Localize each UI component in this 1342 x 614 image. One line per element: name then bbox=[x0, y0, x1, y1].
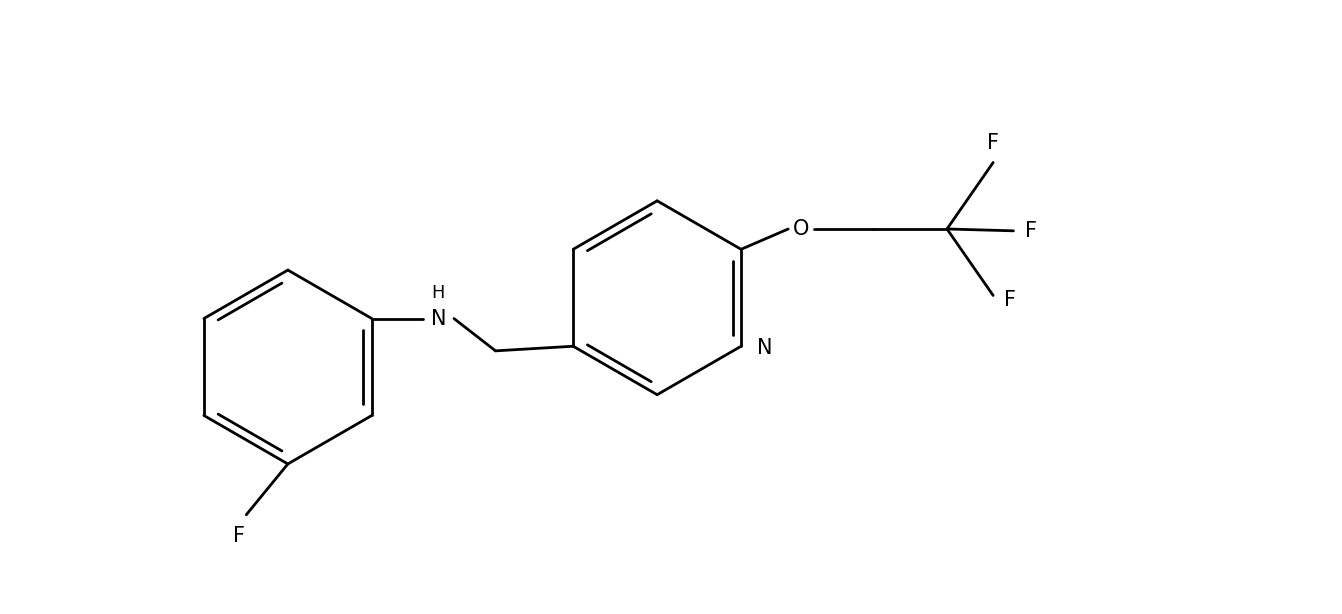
Text: F: F bbox=[1004, 290, 1016, 310]
Text: O: O bbox=[793, 219, 809, 239]
Text: N: N bbox=[431, 309, 446, 328]
Text: N: N bbox=[757, 338, 772, 358]
Text: F: F bbox=[1024, 221, 1036, 241]
Text: F: F bbox=[234, 526, 246, 546]
Text: H: H bbox=[432, 284, 446, 302]
Text: F: F bbox=[988, 133, 1000, 154]
